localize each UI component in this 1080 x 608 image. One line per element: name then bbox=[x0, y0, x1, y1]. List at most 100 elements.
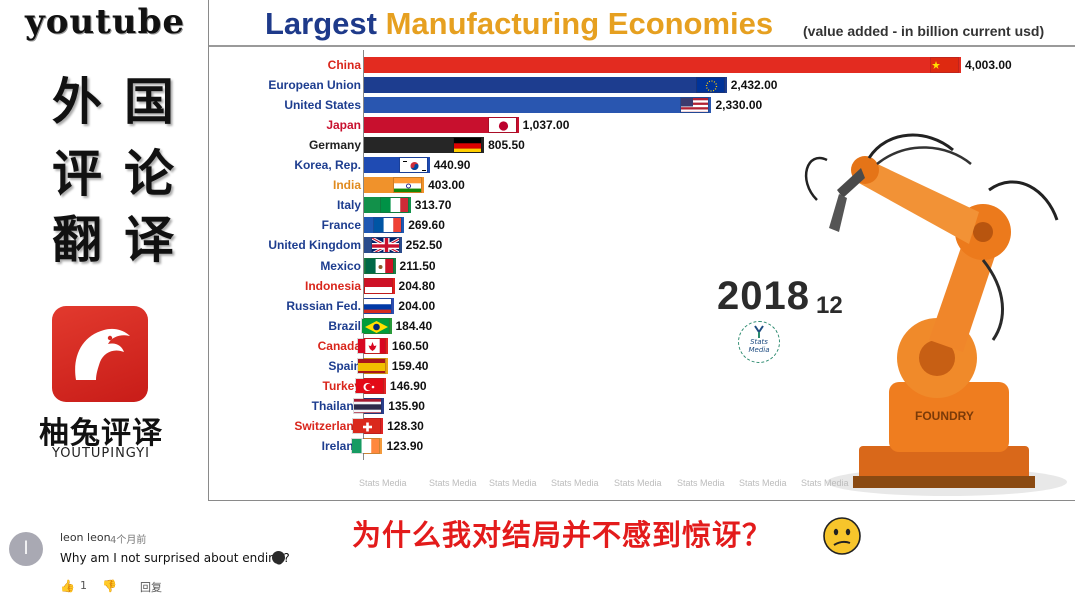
value-label: 160.50 bbox=[391, 338, 429, 353]
value-label: 1,037.00 bbox=[522, 118, 570, 133]
flag-brazil-icon bbox=[360, 317, 390, 334]
category-label: European Union bbox=[268, 78, 361, 93]
chart-title-part-2: Manufacturing Economies bbox=[385, 6, 774, 41]
flag-india-icon bbox=[393, 177, 423, 194]
youtube-watermark-title: youtube bbox=[25, 2, 185, 42]
flag-turkey-icon bbox=[354, 377, 384, 394]
category-label: Japan bbox=[326, 118, 361, 133]
category-label: Brazil bbox=[328, 318, 361, 333]
category-label: Italy bbox=[336, 198, 361, 213]
comment-text: Why am I not surprised about ending? bbox=[60, 551, 290, 565]
value-label: 123.90 bbox=[386, 438, 424, 453]
flag-russia-icon bbox=[363, 297, 393, 314]
confused-face-emoji-icon bbox=[823, 517, 861, 555]
value-label: 204.80 bbox=[398, 278, 436, 293]
category-label: Turkey bbox=[322, 378, 361, 393]
watermark-cn-line-3: 翻译 bbox=[52, 210, 196, 269]
stats-media-watermark: Stats Media bbox=[489, 478, 537, 488]
category-label: Russian Fed. bbox=[286, 298, 361, 313]
value-label: 252.50 bbox=[405, 238, 443, 253]
flag-spain-icon bbox=[356, 357, 386, 374]
value-label: 211.50 bbox=[399, 258, 436, 273]
stats-media-watermark: Stats Media bbox=[739, 478, 787, 488]
flag-france-icon bbox=[373, 217, 403, 234]
flag-japan-icon bbox=[487, 117, 517, 134]
month-label: 12 bbox=[816, 292, 843, 319]
bar bbox=[364, 77, 727, 94]
brand-name-cn: 柚兔评译 bbox=[39, 416, 163, 451]
flag-eu-icon bbox=[695, 77, 725, 94]
stats-media-watermark: Stats Media bbox=[614, 478, 662, 488]
category-label: China bbox=[327, 58, 361, 72]
value-label: 440.90 bbox=[433, 158, 471, 173]
emoji-icon bbox=[272, 551, 285, 564]
translation-caption: 为什么我对结局并不感到惊讶？ bbox=[352, 518, 773, 552]
flag-thailand-icon bbox=[353, 397, 383, 414]
flag-ireland-icon bbox=[351, 437, 381, 454]
value-label: 403.00 bbox=[428, 178, 465, 193]
category-label: Mexico bbox=[320, 258, 361, 273]
svg-text:FOUNDRY: FOUNDRY bbox=[915, 409, 974, 423]
category-label: Switzerland bbox=[294, 418, 361, 433]
brand-name-en: YOUTUPINGYI bbox=[51, 446, 151, 461]
flag-germany-icon bbox=[453, 137, 483, 154]
chart-subtitle: (value added - in billion current usd) bbox=[803, 23, 1045, 39]
flag-italy-icon bbox=[379, 197, 409, 214]
value-label: 135.90 bbox=[388, 398, 425, 413]
value-label: 204.00 bbox=[398, 298, 436, 313]
robot-arm-image: FOUNDRY bbox=[804, 133, 1067, 496]
like-count: 1 bbox=[80, 579, 87, 592]
value-label: 269.60 bbox=[408, 218, 445, 233]
category-label: United States bbox=[284, 98, 361, 113]
value-label: 146.90 bbox=[389, 378, 427, 393]
chart-panel: Largest Manufacturing Economies (value a… bbox=[208, 0, 1075, 501]
watermark-cn-line-1: 外国 bbox=[52, 72, 196, 131]
category-label: India bbox=[332, 178, 361, 193]
commenter-avatar[interactable]: l bbox=[9, 532, 43, 566]
stats-media-watermark: Stats Media bbox=[551, 478, 599, 488]
category-label: United Kingdom bbox=[268, 238, 361, 253]
flag-korea-icon bbox=[398, 157, 428, 174]
stats-media-logo-icon: Stats Media bbox=[738, 321, 780, 363]
category-label: Ireland bbox=[321, 438, 361, 453]
value-label: 159.40 bbox=[391, 358, 429, 373]
category-label: Spain bbox=[328, 358, 361, 373]
flag-china-icon bbox=[930, 57, 959, 73]
thumbs-down-icon[interactable]: 👎 bbox=[102, 579, 117, 593]
bar bbox=[364, 117, 519, 134]
bar bbox=[364, 137, 485, 154]
category-label: Canada bbox=[317, 338, 361, 353]
value-label: 128.30 bbox=[387, 418, 424, 433]
category-label: Germany bbox=[308, 138, 361, 153]
value-label: 2,432.00 bbox=[730, 78, 778, 93]
stats-media-watermark: Stats Media bbox=[801, 478, 849, 488]
bar bbox=[364, 57, 961, 73]
value-label: 805.50 bbox=[488, 138, 525, 153]
chart-title-part-1: Largest bbox=[265, 6, 377, 41]
value-label: 184.40 bbox=[395, 318, 433, 333]
flag-canada-icon bbox=[356, 337, 386, 354]
year-label: 2018 bbox=[717, 274, 810, 318]
stats-media-watermark: Stats Media bbox=[429, 478, 477, 488]
stats-media-logo-text: Stats Media bbox=[748, 338, 770, 354]
bar bbox=[364, 97, 712, 114]
reply-button[interactable]: 回复 bbox=[140, 581, 162, 594]
rabbit-logo-icon bbox=[52, 306, 148, 402]
value-label: 313.70 bbox=[414, 198, 452, 213]
title-divider bbox=[209, 45, 1075, 47]
watermark-cn-line-2: 评论 bbox=[52, 144, 196, 203]
stats-media-watermark: Stats Media bbox=[359, 478, 407, 488]
category-label: France bbox=[321, 218, 361, 233]
flag-usa-icon bbox=[680, 97, 710, 114]
chart-axis-line bbox=[363, 50, 364, 460]
value-label: 4,003.00 bbox=[965, 58, 1012, 72]
category-label: Indonesia bbox=[304, 278, 361, 293]
thumbs-up-icon[interactable]: 👍 bbox=[60, 579, 75, 593]
flag-mexico-icon bbox=[364, 257, 394, 274]
category-label: Korea, Rep. bbox=[294, 158, 361, 173]
comment-author[interactable]: leon leon bbox=[60, 531, 111, 544]
chart-title: Largest Manufacturing Economies bbox=[265, 6, 773, 42]
comment-time[interactable]: 4个月前 bbox=[110, 535, 147, 546]
flag-indonesia-icon bbox=[363, 277, 393, 294]
category-label: Thailand bbox=[311, 398, 361, 413]
